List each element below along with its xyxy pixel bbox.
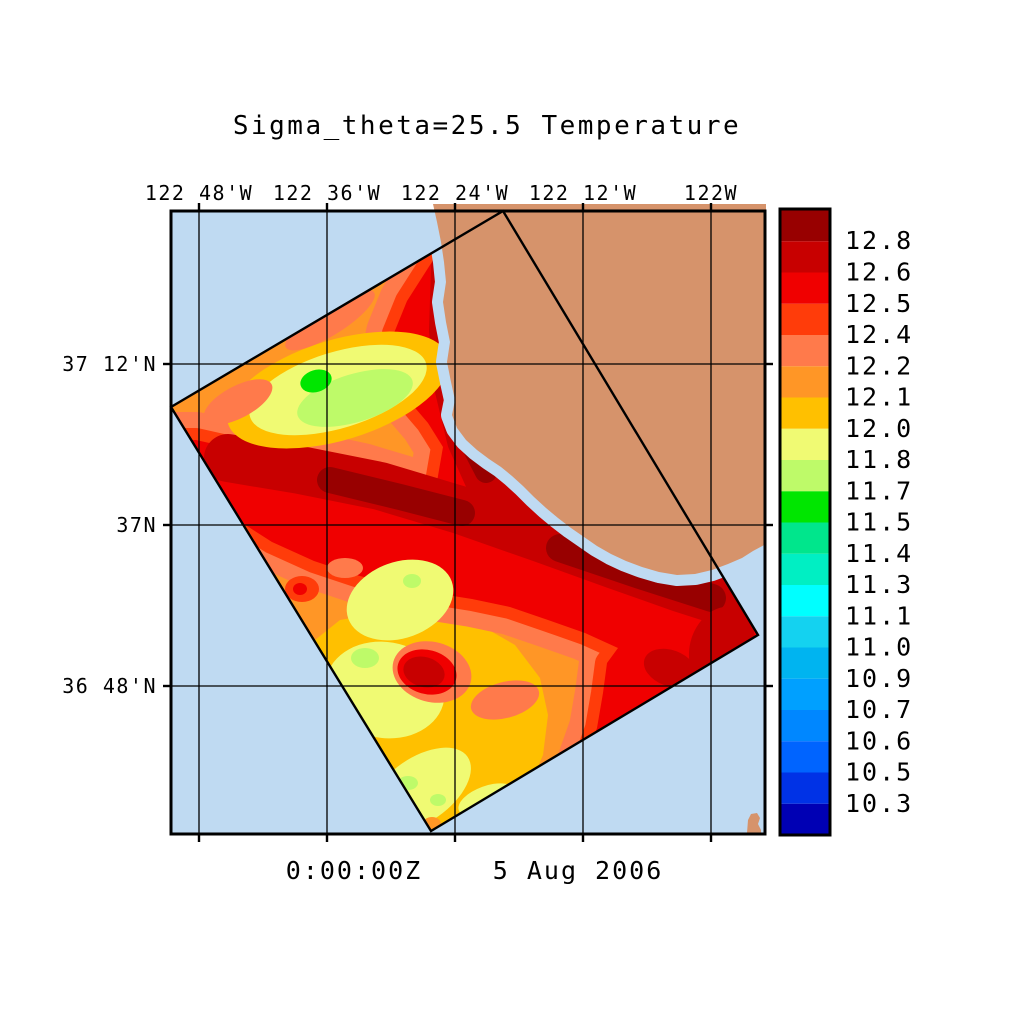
x-tick-label: 122 36'W bbox=[273, 181, 381, 205]
date-annotation: 5 Aug 2006 bbox=[493, 856, 664, 885]
field-blob-coral-nw2 bbox=[285, 289, 375, 351]
x-tick-label: 122W bbox=[684, 181, 738, 205]
plot-title: Sigma_theta=25.5 Temperature bbox=[233, 111, 741, 141]
colorbar-tick-label: 11.7 bbox=[845, 476, 913, 505]
map-frame bbox=[169, 209, 767, 836]
colorbar-tick-label: 12.1 bbox=[845, 383, 913, 412]
colorbar-segment bbox=[781, 397, 829, 429]
field-blob-pale-1 bbox=[346, 559, 454, 641]
field-blob-coral-nw bbox=[203, 379, 273, 425]
colorbar-tick-label: 10.7 bbox=[845, 695, 913, 724]
colorbar-segment bbox=[781, 241, 829, 273]
field-arc-lightgreen bbox=[297, 369, 413, 427]
field-blob-lightgreen-4 bbox=[430, 794, 446, 806]
x-tick-label: 122 24'W bbox=[401, 181, 509, 205]
colorbar-segment bbox=[781, 335, 829, 367]
colorbar-segment bbox=[781, 772, 829, 804]
field-blob-red-sw-dot bbox=[293, 583, 307, 595]
colorbar-tick-label: 11.8 bbox=[845, 445, 913, 474]
colorbar-tick-label: 11.3 bbox=[845, 570, 913, 599]
colorbar-tick-label: 12.2 bbox=[845, 351, 913, 380]
colorbar-tick-label: 12.4 bbox=[845, 320, 913, 349]
field-blob-lightgreen-2 bbox=[403, 574, 421, 588]
field-core-central-dark1 bbox=[317, 467, 475, 526]
colorbar-tick-label: 11.1 bbox=[845, 601, 913, 630]
colorbar-tick-label: 10.9 bbox=[845, 664, 913, 693]
colorbar-segment bbox=[781, 366, 829, 398]
colorbar-segment bbox=[781, 803, 829, 835]
swath-outline bbox=[169, 209, 760, 833]
colorbar-segment bbox=[781, 460, 829, 492]
land-mass bbox=[433, 204, 766, 575]
field-arc-green-core bbox=[300, 369, 332, 393]
colorbar-tick-label: 11.4 bbox=[845, 539, 913, 568]
x-tick-label: 122 48'W bbox=[145, 181, 253, 205]
field-blob-lightgreen-1 bbox=[351, 648, 379, 668]
axis-ticks bbox=[163, 203, 773, 842]
x-tick-label: 122 12'W bbox=[529, 181, 637, 205]
colorbar-tick-label: 10.5 bbox=[845, 758, 913, 787]
colorbar-tick-label: 12.0 bbox=[845, 414, 913, 443]
colorbar-segment bbox=[781, 272, 829, 304]
colorbar-tick-label: 11.5 bbox=[845, 508, 913, 537]
time-annotation: 0:00:00Z bbox=[286, 856, 422, 885]
colorbar-segment bbox=[781, 491, 829, 523]
colorbar-segment bbox=[781, 616, 829, 648]
y-tick-label: 36 48'N bbox=[62, 674, 157, 698]
colorbar-tick-label: 10.6 bbox=[845, 726, 913, 755]
field-blob-coral-s bbox=[470, 680, 540, 720]
grid-lines bbox=[172, 212, 764, 833]
colorbar-segment bbox=[781, 303, 829, 336]
colorbar-segment bbox=[781, 647, 829, 679]
colorbar-frame bbox=[778, 207, 832, 837]
colorbar-tick-label: 12.5 bbox=[845, 289, 913, 318]
colorbar-tick-label: 11.0 bbox=[845, 633, 913, 662]
y-tick-label: 37 12'N bbox=[62, 352, 157, 376]
field-blob-darkred-mid bbox=[403, 656, 445, 688]
colorbar-tick-label: 10.3 bbox=[845, 789, 913, 818]
colorbar-segment bbox=[781, 210, 829, 242]
island bbox=[747, 813, 761, 833]
field-blob-darkred-1 bbox=[643, 648, 697, 688]
colorbar: 12.8 12.6 12.5 12.4 12.2 12.1 12.0 11.8 … bbox=[778, 207, 913, 837]
field-blob-coral-s2 bbox=[327, 558, 363, 578]
colorbar-segment bbox=[781, 585, 829, 617]
colorbar-segment bbox=[781, 553, 829, 586]
colorbar-segment bbox=[781, 741, 829, 773]
colorbar-segment bbox=[781, 678, 829, 711]
colorbar-segment bbox=[781, 522, 829, 554]
colorbar-segment bbox=[781, 710, 829, 742]
colorbar-tick-label: 12.8 bbox=[845, 226, 913, 255]
y-tick-label: 37N bbox=[116, 513, 157, 537]
colorbar-segment bbox=[781, 428, 829, 461]
colorbar-tick-label: 12.6 bbox=[845, 258, 913, 287]
